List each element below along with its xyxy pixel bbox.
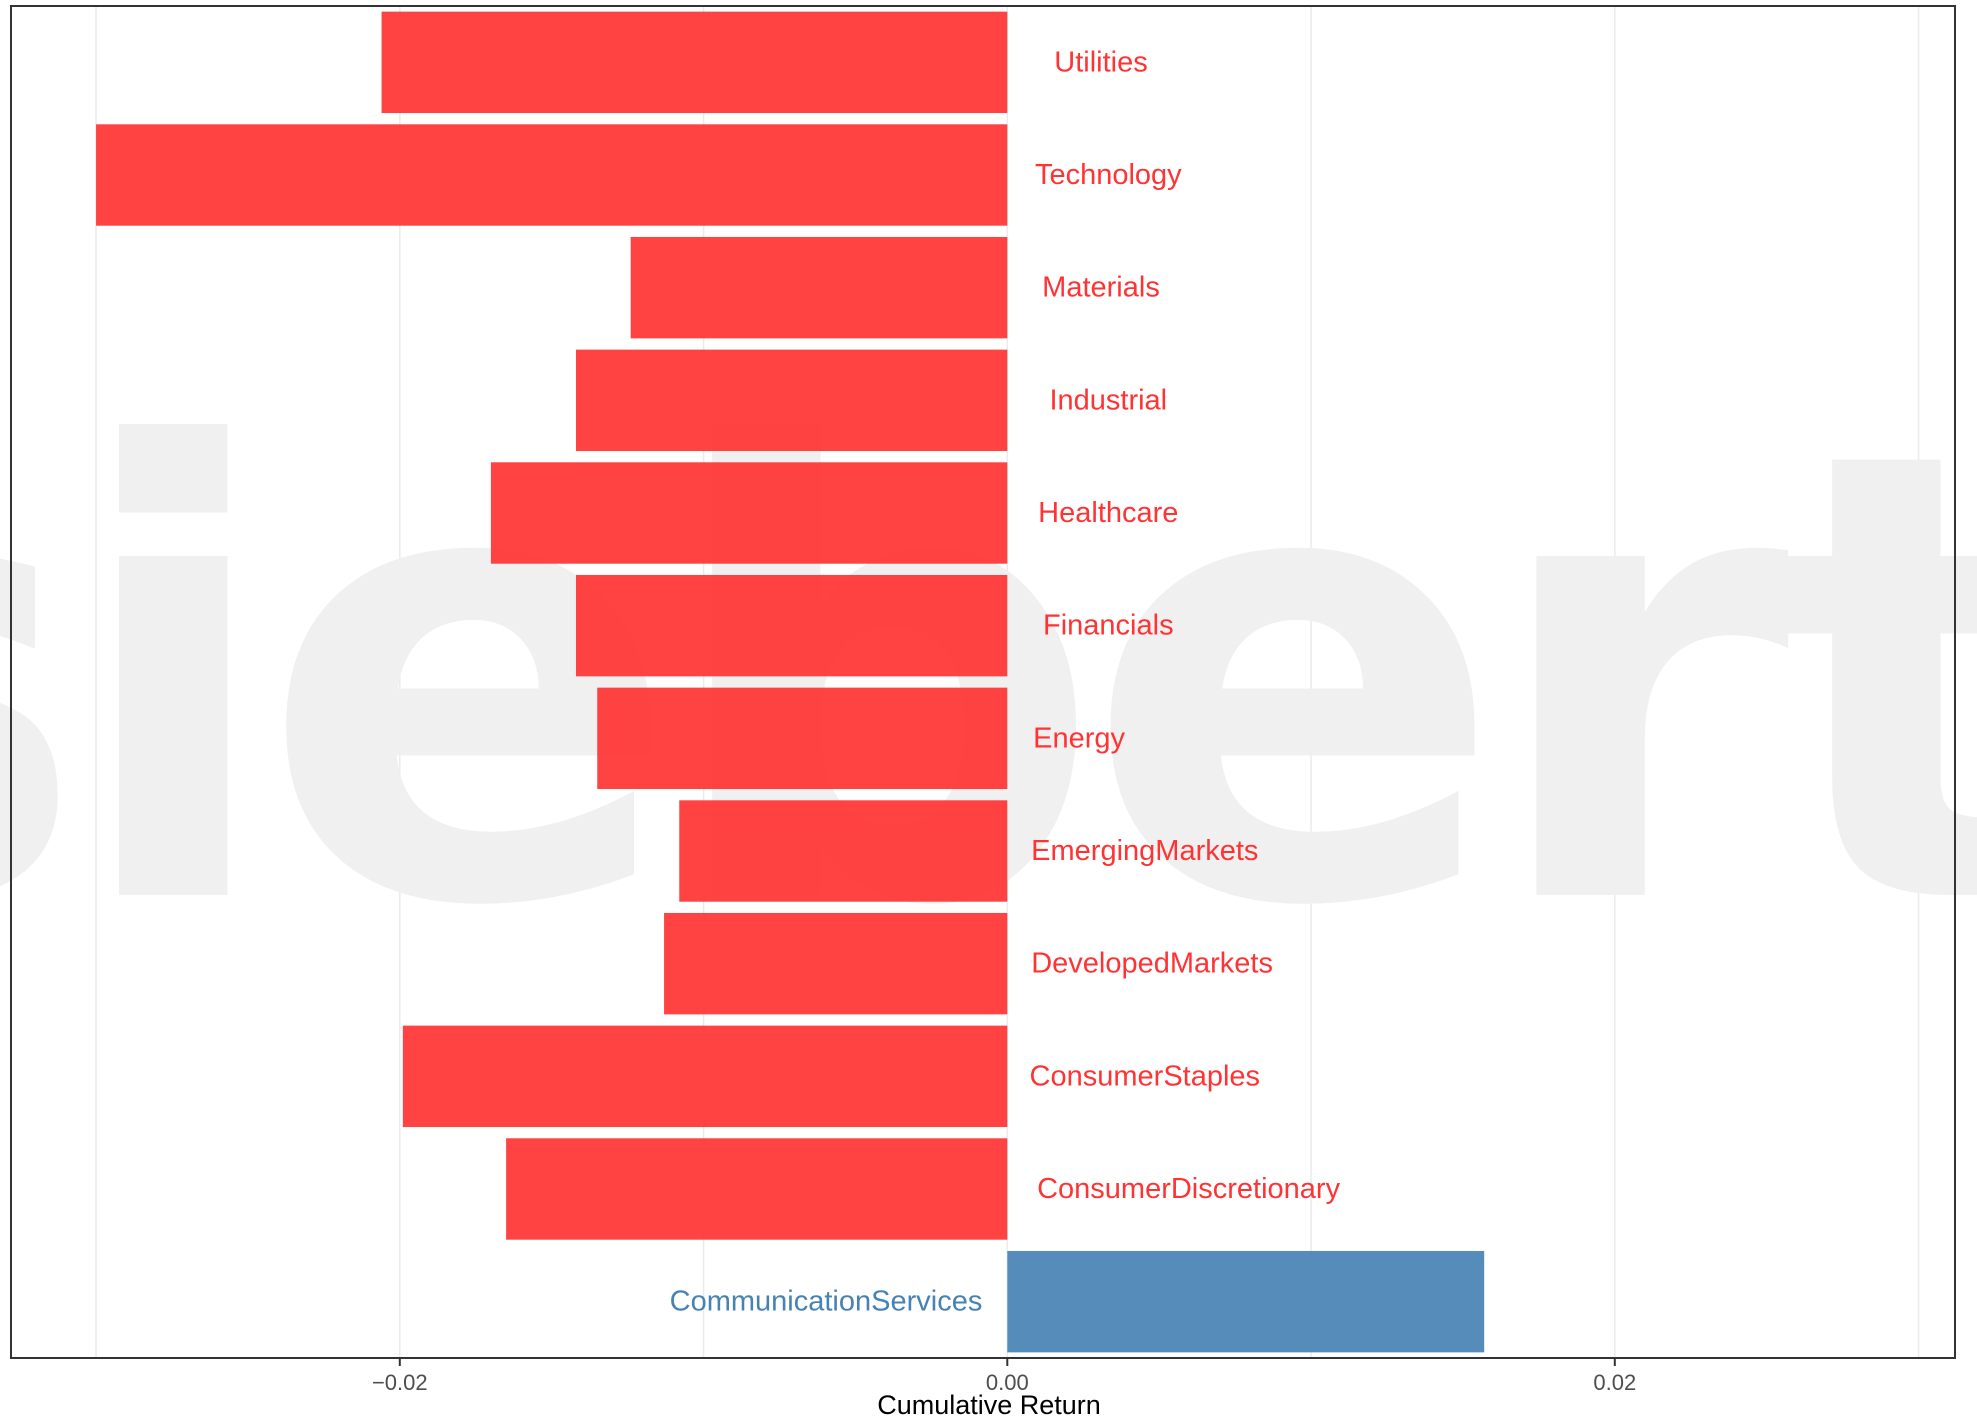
x-tick-label: 0.02 [1593,1370,1636,1395]
bar-Healthcare [490,462,1008,564]
bar-label-Energy: Energy [1033,722,1125,754]
grid-lines [95,6,1920,1358]
bar-label-Technology: Technology [1035,159,1182,191]
x-axis-label: Cumulative Return [877,1390,1101,1420]
bar-label-Industrial: Industrial [1049,384,1167,416]
bar-label-ConsumerStaples: ConsumerStaples [1030,1060,1261,1092]
bar-EmergingMarkets [679,800,1008,902]
x-tick-label: −0.02 [372,1370,428,1395]
bar-DevelopedMarkets [664,912,1008,1015]
bar-label-Utilities: Utilities [1054,46,1147,78]
bar-label-DevelopedMarkets: DevelopedMarkets [1031,948,1273,980]
plot-border [10,5,1956,1359]
bar-Financials [575,574,1008,677]
bar-Materials [630,236,1008,339]
x-tick-label: 0.00 [986,1370,1029,1395]
bars [96,11,1485,1353]
bar-ConsumerDiscretionary [506,1138,1008,1240]
bar-ConsumerStaples [402,1025,1008,1128]
bar-label-EmergingMarkets: EmergingMarkets [1031,835,1258,867]
x-axis: −0.02 0.00 0.02 [372,1358,1636,1395]
bar-label-Financials: Financials [1043,610,1174,642]
bar-Industrial [575,349,1008,452]
bar-Technology [96,124,1008,226]
bar-Utilities [381,11,1008,114]
bar-label-ConsumerDiscretionary: ConsumerDiscretionary [1037,1173,1340,1205]
bar-label-CommunicationServices: CommunicationServices [670,1286,983,1318]
bar-label-Healthcare: Healthcare [1038,497,1178,529]
bar-Energy [597,687,1008,790]
bar-CommunicationServices [1007,1250,1485,1353]
bar-label-Materials: Materials [1042,272,1160,304]
bar-labels: Utilities Technology Materials Industrial He… [670,46,1341,1317]
